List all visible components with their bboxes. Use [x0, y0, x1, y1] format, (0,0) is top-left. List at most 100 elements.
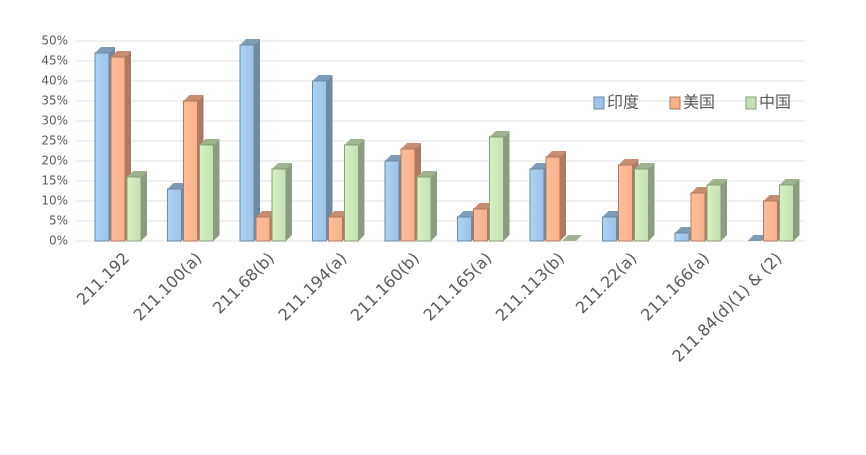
bar-top	[344, 139, 365, 145]
bar-front	[167, 188, 182, 242]
bar-front	[312, 80, 327, 242]
bar-front	[763, 200, 778, 242]
bar	[489, 131, 510, 242]
bar-top	[401, 143, 421, 149]
bar-top	[457, 211, 478, 217]
bar	[344, 139, 365, 242]
bar-top	[779, 179, 800, 185]
bar-top	[634, 163, 655, 169]
bar-side	[286, 163, 292, 241]
y-tick-label: 40%	[41, 74, 68, 88]
bar-front	[110, 56, 126, 242]
bar	[562, 235, 582, 241]
bar	[779, 179, 800, 242]
x-tick-label: 211.194(a)	[275, 249, 351, 325]
bar-side	[503, 131, 510, 241]
bar-top	[385, 155, 405, 161]
bar-top	[473, 203, 494, 209]
bar-front	[255, 216, 271, 242]
bar-front	[473, 208, 488, 242]
bar-top	[707, 179, 727, 185]
bar-side	[793, 179, 800, 241]
bar-top	[618, 159, 639, 165]
bar-top	[489, 131, 510, 137]
bar-side	[648, 163, 655, 241]
y-tick-label: 50%	[41, 34, 68, 48]
bar-front	[328, 216, 343, 242]
bar	[312, 75, 333, 242]
bar-front	[602, 216, 617, 242]
x-tick-label: 211.22(a)	[572, 249, 641, 318]
bar-front	[706, 184, 722, 242]
y-tick-label: 0%	[49, 234, 68, 248]
bar-front	[457, 216, 472, 242]
bar-top	[530, 163, 550, 169]
legend-swatch	[669, 96, 681, 110]
bar-top	[199, 139, 220, 145]
y-tick-label: 30%	[41, 114, 68, 128]
bar-top	[763, 195, 784, 201]
bar-front	[126, 176, 142, 242]
bar-front	[271, 168, 287, 242]
bar-front	[634, 168, 649, 242]
y-tick-label: 25%	[41, 134, 68, 148]
y-tick-label: 45%	[41, 54, 68, 68]
bar	[747, 235, 768, 241]
bar	[239, 39, 260, 242]
bar-top	[272, 163, 292, 169]
bar-front	[618, 164, 633, 242]
bar-side	[141, 171, 147, 241]
bar-front	[489, 136, 504, 242]
x-tick-label: 211.113(b)	[492, 249, 568, 325]
bar-front	[779, 184, 794, 242]
bar-top	[328, 211, 349, 217]
bar-top	[127, 171, 147, 177]
y-tick-label: 20%	[41, 154, 68, 168]
y-tick-label: 5%	[49, 214, 68, 228]
bar-front	[239, 44, 255, 242]
legend-label: 中国	[759, 93, 791, 112]
x-tick-label: 211.165(a)	[420, 249, 496, 325]
bar-front	[384, 160, 400, 242]
y-tick-label: 35%	[41, 94, 68, 108]
bar-top	[747, 235, 768, 241]
x-tick-label: 211.192	[73, 249, 133, 309]
bar-top	[256, 211, 276, 217]
bar-side	[358, 139, 365, 241]
bar-side	[254, 39, 260, 241]
legend-swatch	[745, 96, 757, 110]
x-tick-label: 211.68(b)	[209, 249, 278, 318]
bar-front	[183, 100, 198, 242]
x-tick-label: 211.166(a)	[637, 249, 713, 325]
bar-front	[690, 192, 706, 242]
bar-front	[529, 168, 545, 242]
bar	[706, 179, 727, 242]
y-tick-label: 15%	[41, 174, 68, 188]
bar-top	[183, 95, 204, 101]
bar-side	[213, 139, 220, 241]
x-tick-label: 211.160(b)	[347, 249, 423, 325]
bar-top	[691, 187, 711, 193]
bar-top	[95, 47, 115, 53]
bar-top	[417, 171, 437, 177]
bar-top	[546, 151, 566, 157]
bar-front	[344, 144, 359, 242]
bar	[199, 139, 220, 242]
bar-top	[312, 75, 333, 81]
bar-side	[326, 75, 333, 241]
bar-front	[416, 176, 432, 242]
bar-top	[675, 227, 695, 233]
bar-side	[560, 151, 566, 241]
bar-front	[400, 148, 416, 242]
bar	[545, 151, 566, 242]
legend-label: 美国	[683, 93, 715, 112]
bar-top	[167, 183, 188, 189]
bar-front	[674, 232, 690, 242]
bar-front	[199, 144, 214, 242]
legend-swatch	[593, 96, 605, 110]
bar	[634, 163, 655, 242]
legend-label: 印度	[607, 93, 639, 112]
bar-side	[721, 179, 727, 241]
